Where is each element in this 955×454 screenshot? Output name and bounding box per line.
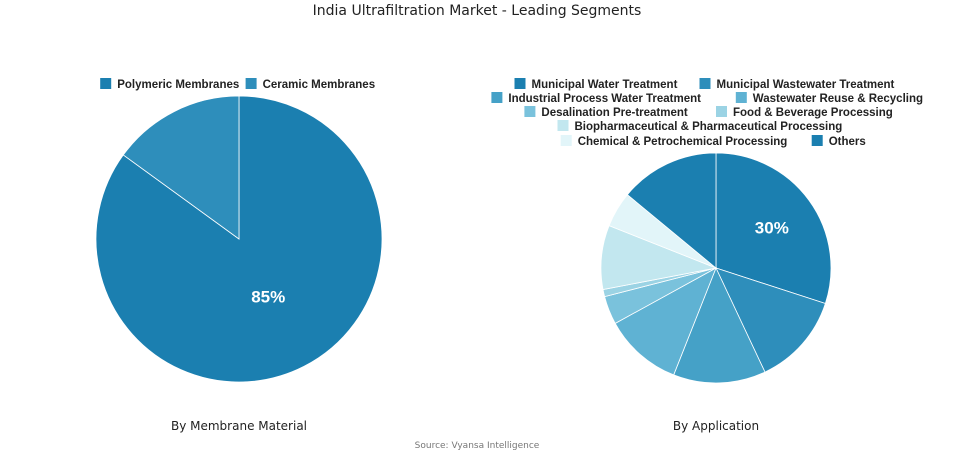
legend-item: Food & Beverage Processing [733,107,893,119]
legend-item: Polymeric Membranes [117,79,239,91]
subtitle-membrane: By Membrane Material [171,419,307,433]
legend-swatch [514,78,526,89]
legend-swatch [699,78,711,89]
pie-slice-polymeric-membranes [95,95,383,383]
source-note: Source: Vyansa Intelligence [415,441,540,451]
legend-item: Desalination Pre-treatment [541,107,688,119]
legend-item: Biopharmaceutical & Pharmaceutical Proce… [575,121,843,133]
legend-swatch [100,78,112,89]
legend-swatch [716,106,727,117]
legend-item: Municipal Wastewater Treatment [717,79,895,91]
data-label: 30% [755,218,789,237]
data-label: 85% [251,287,285,306]
pie-slice-industrial-process-water-treatment [673,266,766,384]
legend-swatch [735,92,747,103]
legend-swatch [524,106,536,117]
legend-swatch [557,120,569,131]
legend-swatch [560,135,572,146]
legend-item: Municipal Water Treatment [532,79,678,91]
pie-slice-municipal-water-treatment [715,152,832,305]
legend-item: Chemical & Petrochemical Processing [578,136,788,148]
legend-item: Ceramic Membranes [263,79,376,91]
legend-swatch [245,78,257,89]
legend-item: Industrial Process Water Treatment [508,93,701,105]
legend-swatch [811,135,823,146]
pie-slice-ceramic-membranes [122,95,240,240]
subtitle-application: By Application [673,419,759,433]
chart-title: India Ultrafiltration Market - Leading S… [313,3,642,19]
legend-item: Others [829,136,866,148]
legend-swatch [491,92,503,103]
legend-item: Wastewater Reuse & Recycling [753,93,923,105]
pie-slice-others [626,152,717,269]
pie-slice-municipal-wastewater-treatment [715,267,826,373]
pie-slice-wastewater-reuse-recycling [614,267,717,376]
